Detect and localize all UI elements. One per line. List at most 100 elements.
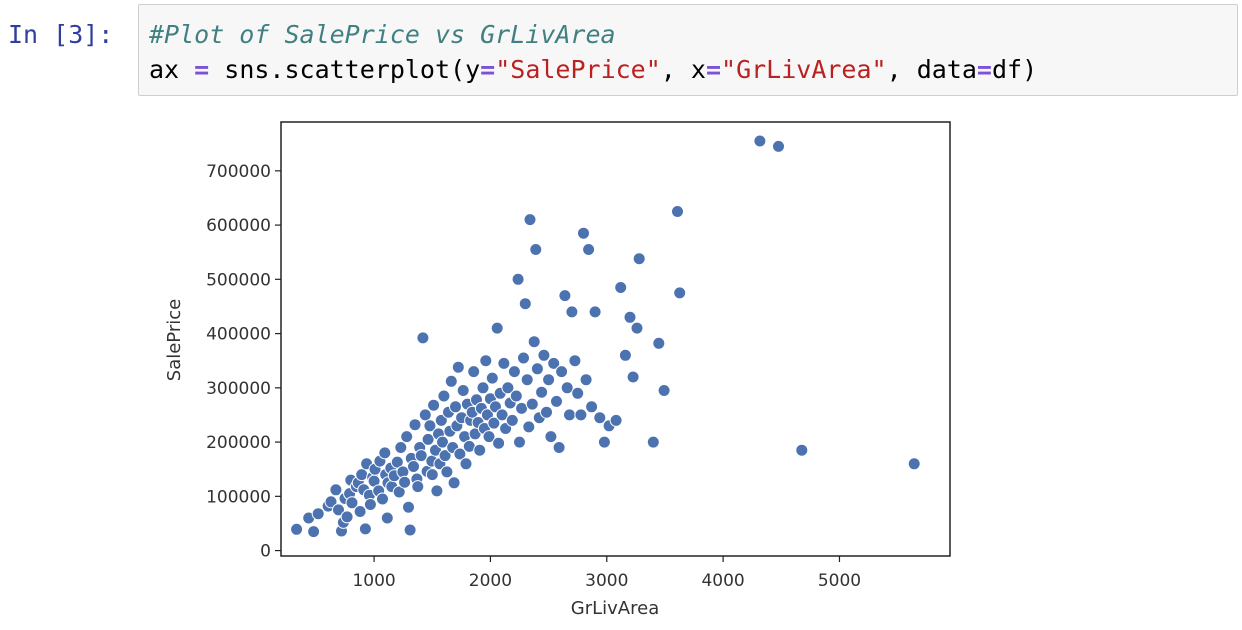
data-point (588, 305, 602, 319)
code-operator: = (705, 55, 722, 84)
data-point (467, 365, 481, 379)
data-point (378, 446, 392, 460)
data-point (353, 505, 367, 518)
data-point (329, 483, 343, 497)
data-point (340, 510, 354, 524)
notebook-cell: In [3]: #Plot of SalePrice vs GrLivArea … (0, 0, 1242, 100)
code-token: sns.scatterplot(y (209, 55, 481, 84)
data-point (400, 430, 414, 444)
data-point (518, 297, 532, 311)
data-point (421, 432, 435, 446)
data-point (517, 351, 530, 365)
data-point (547, 356, 561, 370)
data-point (571, 386, 585, 400)
code-operator: = (976, 55, 992, 84)
data-point (436, 435, 449, 449)
data-point (527, 335, 541, 349)
code-string: "SalePrice" (495, 55, 661, 84)
y-axis-label: SalePrice (164, 299, 185, 381)
data-point (525, 397, 539, 411)
data-point (673, 286, 687, 300)
data-point (522, 420, 536, 434)
data-point (535, 385, 549, 399)
data-point (618, 348, 632, 362)
code-input-area[interactable]: #Plot of SalePrice vs GrLivArea ax = sns… (138, 4, 1238, 96)
data-point (544, 430, 558, 444)
data-point (447, 476, 461, 490)
data-point (530, 362, 544, 376)
data-point (507, 365, 521, 379)
data-point (609, 413, 623, 427)
code-operator: = (480, 55, 496, 84)
data-point (355, 468, 369, 482)
data-point (795, 443, 809, 457)
y-tick-label: 600000 (206, 216, 271, 236)
data-point (485, 371, 499, 385)
data-point (414, 449, 428, 463)
data-point (459, 457, 473, 471)
code-token: df) (991, 55, 1038, 84)
scatter-plot: 0 100000 200000 300000 400000 500000 600000 700… (164, 121, 951, 619)
data-point (345, 496, 359, 510)
data-point (402, 500, 415, 514)
data-point (597, 435, 611, 449)
data-point (542, 373, 556, 387)
data-point (324, 495, 338, 509)
code-line-2: ax = sns.scatterplot(y="SalePrice", x="G… (149, 55, 1037, 84)
data-point (479, 354, 493, 368)
data-point (550, 394, 563, 408)
data-point (753, 134, 767, 148)
data-point (579, 373, 593, 387)
data-point (449, 400, 462, 414)
code-editor[interactable]: #Plot of SalePrice vs GrLivArea ax = sns… (149, 17, 1037, 87)
data-point (497, 356, 511, 370)
data-point (456, 384, 470, 397)
code-comment: #Plot of SalePrice vs GrLivArea (149, 20, 616, 49)
data-point (358, 522, 372, 536)
data-point (772, 139, 785, 153)
data-point (380, 511, 394, 525)
x-tick-label: 2000 (469, 571, 512, 591)
code-token: , x (660, 55, 706, 84)
data-point (646, 435, 660, 449)
data-points (290, 134, 921, 539)
data-point (560, 381, 574, 395)
data-point (332, 503, 345, 517)
code-operator: = (194, 55, 210, 84)
data-point (907, 457, 921, 471)
x-tick-label: 5000 (818, 571, 861, 591)
data-point (311, 507, 325, 521)
y-tick-label: 300000 (206, 379, 271, 399)
data-point (398, 475, 412, 489)
data-point (476, 381, 490, 395)
data-point (540, 405, 553, 419)
data-point (509, 389, 523, 403)
data-point (657, 384, 671, 397)
data-point (430, 484, 444, 498)
data-point (487, 416, 501, 430)
data-point (558, 289, 572, 303)
data-point (563, 408, 576, 422)
data-point (444, 374, 458, 388)
data-point (565, 305, 579, 319)
data-point (520, 373, 534, 387)
y-tick-label: 200000 (206, 433, 271, 453)
cell-prompt: In [3]: (8, 20, 114, 49)
y-tick-label: 400000 (206, 325, 271, 345)
code-string: "GrLivArea" (721, 55, 887, 84)
data-point (376, 492, 389, 506)
data-point (630, 321, 644, 335)
data-point (593, 411, 607, 425)
data-point (505, 413, 519, 427)
data-point (495, 408, 509, 422)
data-point (492, 436, 506, 450)
data-point (440, 465, 454, 479)
data-point (585, 400, 599, 414)
data-point (582, 243, 596, 256)
data-point (529, 243, 543, 256)
data-point (555, 365, 569, 379)
y-tick-label: 0 (260, 542, 271, 562)
data-point (501, 381, 515, 395)
data-point (390, 455, 404, 469)
data-point (671, 205, 684, 218)
